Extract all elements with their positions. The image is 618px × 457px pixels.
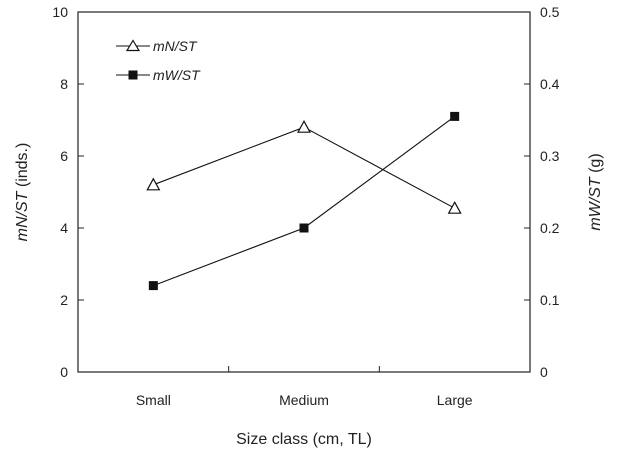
x-tick-label: Medium xyxy=(279,392,329,408)
right-axis-title-italic: mW/ST xyxy=(587,176,604,231)
right-axis-ticks: 0 0.1 0.2 0.3 0.4 0.5 xyxy=(524,4,560,380)
left-axis-title-unit: (inds.) xyxy=(14,143,31,192)
data-point-mw-st xyxy=(299,223,309,233)
x-tick-label: Large xyxy=(437,392,473,408)
x-tick-label: Small xyxy=(136,392,171,408)
right-tick-label: 0.5 xyxy=(540,4,560,20)
legend-marker-mn-st xyxy=(125,39,141,52)
plot-frame xyxy=(77,11,531,373)
right-axis-title: mW/ST (g) xyxy=(587,153,604,230)
right-tick-label: 0.4 xyxy=(540,76,560,92)
left-axis-ticks: 0 2 4 6 8 10 xyxy=(52,4,84,380)
data-point-mn-st xyxy=(447,200,462,214)
data-point-mn-st xyxy=(146,177,161,191)
left-tick-label: 0 xyxy=(60,364,68,380)
data-point-mw-st xyxy=(148,281,158,291)
right-tick-label: 0.2 xyxy=(540,220,560,236)
data-point-mw-st xyxy=(450,111,460,121)
data-point-mn-st xyxy=(296,119,312,133)
x-axis-title: Size class (cm, TL) xyxy=(236,431,372,448)
series-line-mw-st xyxy=(153,115,455,287)
right-tick-label: 0.3 xyxy=(540,148,560,164)
left-tick-label: 6 xyxy=(60,148,68,164)
legend-label-mw-st: mW/ST xyxy=(153,67,201,83)
right-tick-label: 0.1 xyxy=(540,292,560,308)
legend-label-mn-st: mN/ST xyxy=(153,38,198,54)
right-tick-label: 0 xyxy=(540,364,548,380)
right-axis-title-unit: (g) xyxy=(587,153,604,177)
x-axis-ticks: Small Medium Large xyxy=(136,366,473,408)
legend-marker-mw-st xyxy=(128,70,138,80)
left-tick-label: 10 xyxy=(52,4,68,20)
left-axis-title-italic: mN/ST xyxy=(14,190,31,241)
series-line-mn-st xyxy=(153,126,455,209)
left-tick-label: 2 xyxy=(60,292,68,308)
left-axis-title: mN/ST (inds.) xyxy=(14,143,31,242)
legend: mN/ST mW/ST xyxy=(116,38,201,83)
series-layer xyxy=(146,111,462,291)
left-tick-label: 4 xyxy=(60,220,68,236)
left-tick-label: 8 xyxy=(60,76,68,92)
